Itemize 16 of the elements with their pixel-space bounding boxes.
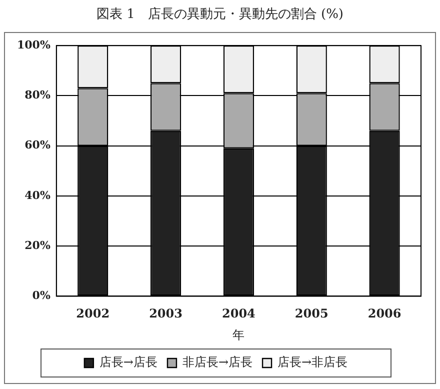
y-tick-label: 0% — [32, 289, 51, 302]
x-tick-label: 2006 — [368, 306, 402, 321]
x-axis-title: 年 — [232, 328, 245, 342]
x-tick-label: 2004 — [222, 306, 256, 321]
legend-label: 店長→非店長 — [278, 355, 348, 370]
x-tick-label: 2005 — [294, 306, 328, 321]
chart-title: 図表 1 店長の異動元・異動先の割合 (%) — [95, 6, 345, 24]
y-tick-label: 40% — [24, 188, 51, 202]
legend-label: 非店長→店長 — [182, 355, 253, 370]
y-tick-label: 60% — [24, 138, 51, 152]
x-tick-label: 2003 — [149, 306, 182, 321]
y-tick-label: 80% — [24, 88, 51, 102]
legend-label: 店長→店長 — [99, 355, 158, 370]
y-tick-label: 20% — [24, 238, 51, 252]
y-tick-label: 100% — [16, 38, 51, 52]
x-tick-label: 2002 — [76, 306, 110, 321]
